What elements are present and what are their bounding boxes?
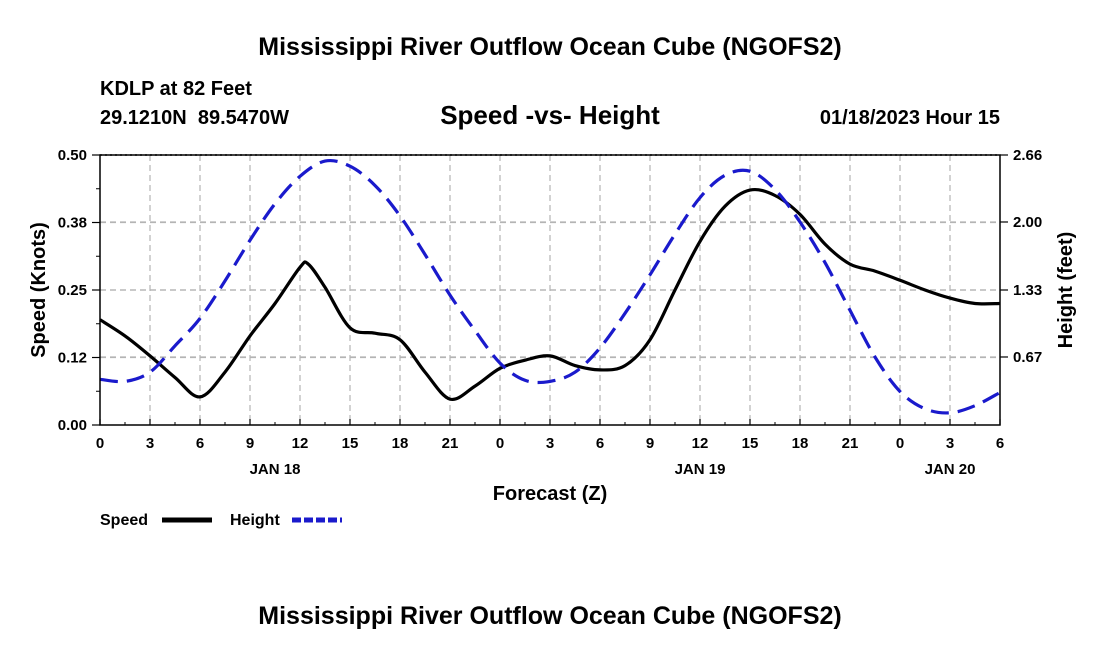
grid-lines [100,155,1000,425]
right-y-tick-label: 1.33 [1013,282,1042,299]
right-y-tick-label: 2.66 [1013,147,1042,164]
x-tick-label: 3 [146,435,154,452]
right-axis-label: Height (feet) [1055,232,1077,349]
series-line-speed [99,188,1001,402]
left-y-tick-label: 0.00 [58,417,87,434]
x-tick-label: 15 [742,435,759,452]
chart-subtitle: Speed -vs- Height [440,100,660,130]
x-tick-label: 6 [196,435,204,452]
series-line-height [99,159,1001,415]
left-y-tick-label: 0.50 [58,147,87,164]
right-y-tick-label: 2.00 [1013,214,1042,231]
x-tick-label: 0 [896,435,904,452]
x-tick-label: 12 [692,435,709,452]
x-tick-label: 6 [596,435,604,452]
x-tick-label: 15 [342,435,359,452]
date-label: JAN 20 [925,461,976,478]
x-tick-label: 3 [946,435,954,452]
x-axis-label: Forecast (Z) [493,483,607,505]
station-label: KDLP at 82 Feet [100,78,252,100]
axes: 0 3 6 9 12 15 18 21 0 3 6 9 12 15 18 21 0 3 6 JAN 18 JAN 19 J… [58,147,1042,478]
x-tick-label: 0 [96,435,104,452]
x-tick-label: 3 [546,435,554,452]
chart-title: Mississippi River Outflow Ocean Cube (NG… [258,33,841,61]
left-y-tick-label: 0.38 [58,215,87,232]
coordinates-label: 29.1210N 89.5470W [100,107,289,129]
x-tick-label: 18 [792,435,809,452]
left-y-tick-label: 0.25 [58,282,87,299]
legend: Speed Height [100,512,342,529]
x-tick-label: 9 [646,435,654,452]
left-axis-label: Speed (Knots) [28,222,50,358]
x-tick-label: 18 [392,435,409,452]
x-tick-label: 9 [246,435,254,452]
x-tick-label: 12 [292,435,309,452]
x-tick-label: 0 [496,435,504,452]
legend-label-height: Height [230,512,280,529]
left-y-tick-label: 0.12 [58,350,87,367]
forecast-datetime: 01/18/2023 Hour 15 [820,107,1000,129]
legend-label-speed: Speed [100,512,148,529]
x-tick-label: 21 [442,435,459,452]
x-tick-label: 6 [996,435,1004,452]
series-lines [99,159,1001,415]
date-label: JAN 19 [675,461,726,478]
x-tick-label: 21 [842,435,859,452]
footer-title: Mississippi River Outflow Ocean Cube (NG… [258,602,841,630]
date-label: JAN 18 [250,461,301,478]
right-y-tick-label: 0.67 [1013,349,1042,366]
